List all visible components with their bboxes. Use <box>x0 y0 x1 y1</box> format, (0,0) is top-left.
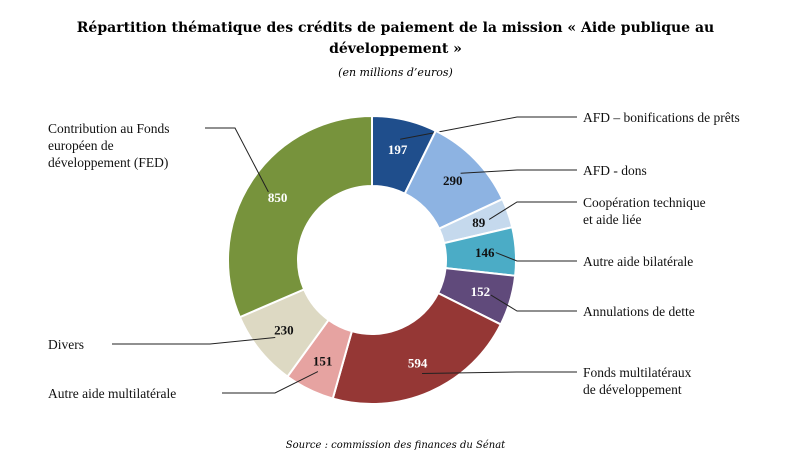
slice-6-value-label: 594 <box>408 355 428 370</box>
slice-8-value-label: 230 <box>274 323 294 338</box>
slice-8-category-label: Divers <box>48 337 84 352</box>
slice-7-leader-line <box>222 371 319 394</box>
slice-8-leader-line <box>112 337 276 345</box>
slice-7-category-label: Autre aide multilatérale <box>48 386 176 401</box>
slice-1-value-label: 197 <box>388 142 408 157</box>
slice-5-value-label: 152 <box>471 284 491 299</box>
slice-2-leader-line <box>460 169 577 174</box>
slice-4-value-label: 146 <box>475 245 495 260</box>
slice-3-value-label: 89 <box>472 215 486 230</box>
slice-3-category-label: Coopération technique et aide liée <box>583 195 706 227</box>
slice-1-category-label: AFD – bonifications de prêts <box>583 110 740 125</box>
chart-subtitle: (en millions d’euros) <box>338 66 453 79</box>
slice-6 <box>331 291 503 405</box>
slice-7-value-label: 151 <box>313 354 333 369</box>
slice-9-category-label: Contribution au Fonds européen de développ… <box>48 121 170 170</box>
slice-4-leader-line <box>495 252 577 262</box>
slice-6-leader-line <box>422 371 577 374</box>
slice-2-category-label: AFD - dons <box>583 163 647 178</box>
slice-9 <box>227 114 373 319</box>
slice-5-leader-line <box>490 294 577 312</box>
slice-6-category-label: Fonds multilatéraux de développement <box>583 365 692 397</box>
slice-9-leader-line <box>205 127 269 193</box>
chart-title: Répartition thématique des crédits de pa… <box>76 20 715 57</box>
slice-3-leader-line <box>488 201 577 220</box>
slice-2-value-label: 290 <box>443 173 463 188</box>
slice-9-value-label: 850 <box>268 190 288 205</box>
chart-source: Source : commission des finances du Séna… <box>285 440 506 451</box>
slice-5-category-label: Annulations de dette <box>583 304 695 319</box>
slice-4-category-label: Autre aide bilatérale <box>583 254 693 269</box>
